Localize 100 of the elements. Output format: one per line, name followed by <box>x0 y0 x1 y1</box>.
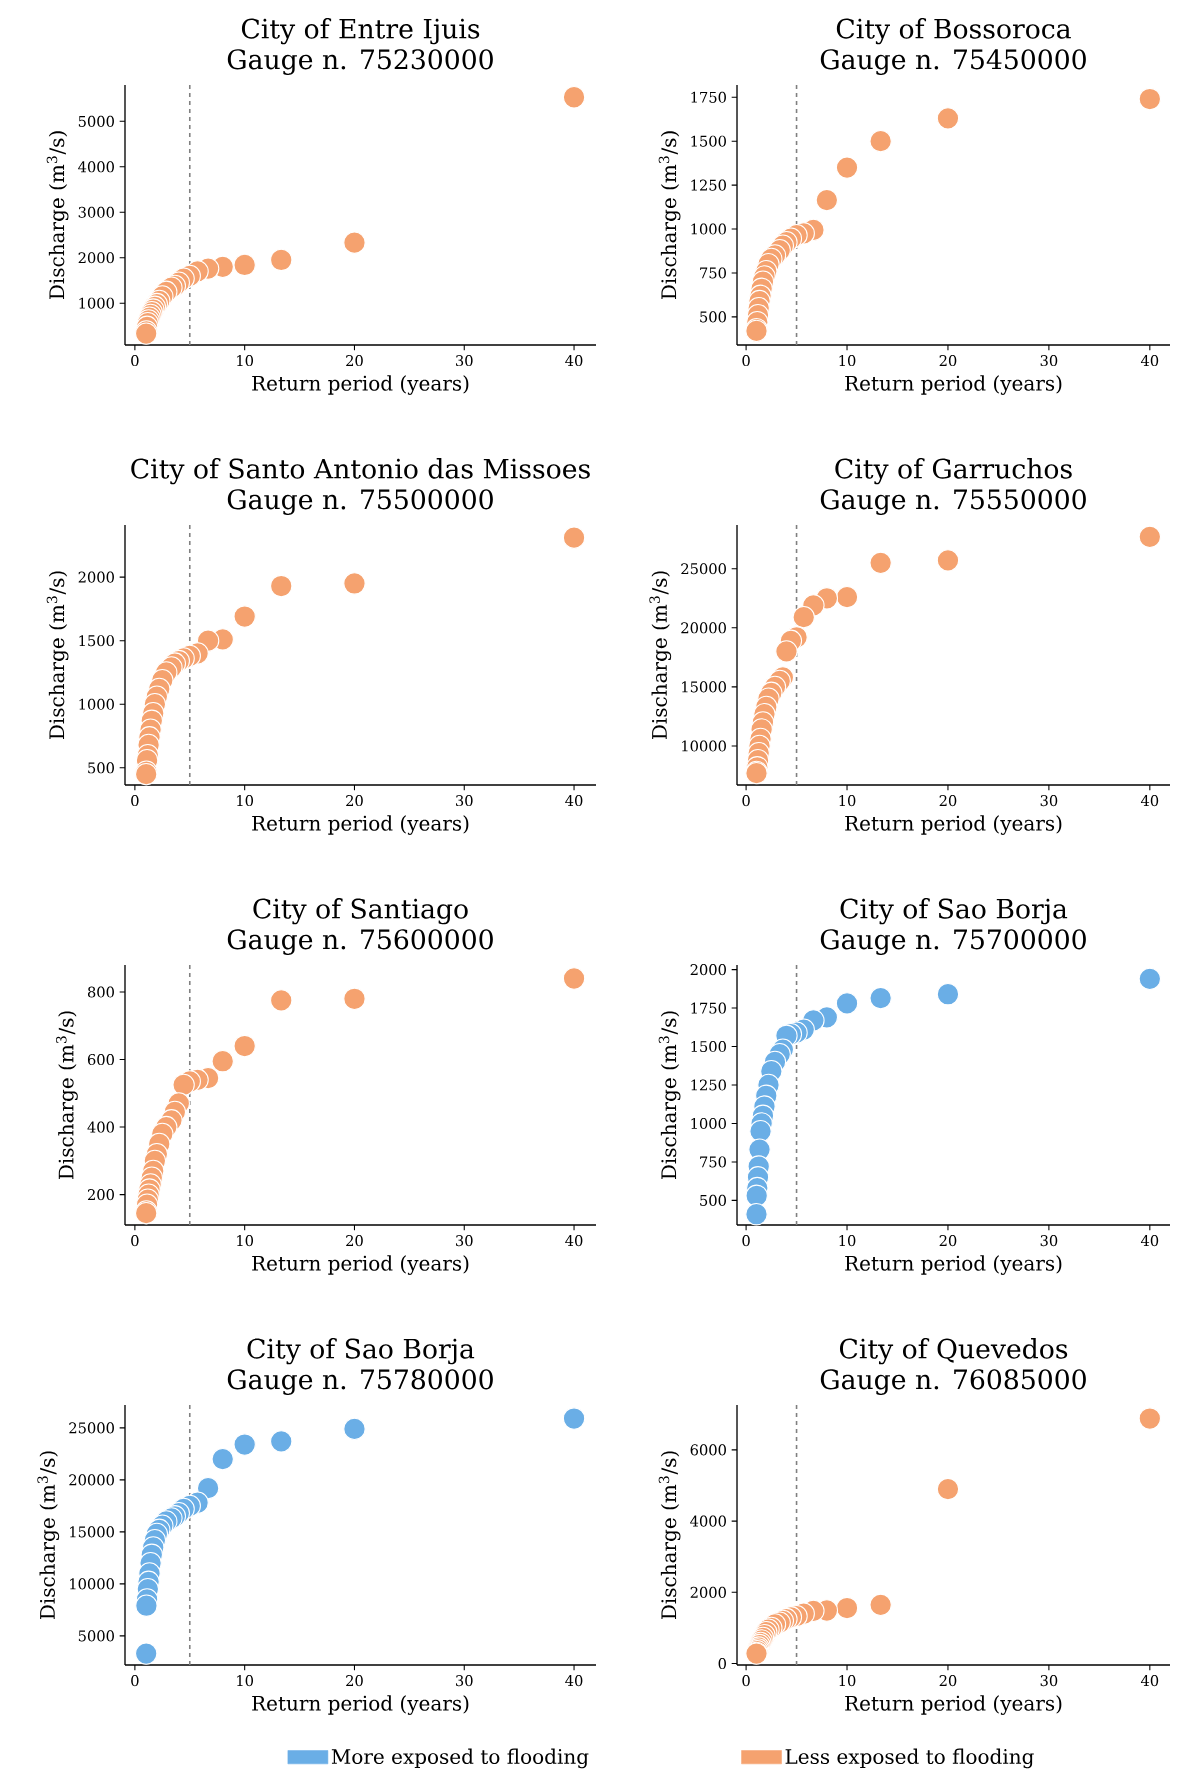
legend-label: More exposed to flooding <box>331 1748 589 1769</box>
x-axis-title: Return period (years) <box>252 815 469 835</box>
x-tick-label: 40 <box>1140 795 1159 807</box>
x-tick-label: 10 <box>839 355 856 367</box>
y-tick-label: 10000 <box>70 1578 114 1590</box>
y-axis-title: Discharge (m$^{3}$/s) <box>658 131 681 300</box>
chart-title: City of Sao Borja <box>247 1338 475 1365</box>
y-tick-label: 500 <box>700 311 726 323</box>
y-tick-label: 6000 <box>690 1444 726 1456</box>
point <box>343 987 366 1010</box>
point <box>869 986 892 1010</box>
x-tick-label: 10 <box>237 1235 254 1247</box>
point <box>1138 525 1162 549</box>
chart-subtitle: Gauge n. 75780000 <box>227 1369 493 1395</box>
point <box>135 1594 158 1617</box>
y-tick-label: 1250 <box>691 179 726 191</box>
point <box>562 1407 586 1430</box>
chart-subtitle: Gauge n. 75600000 <box>227 929 493 955</box>
point <box>172 1073 195 1097</box>
chart-title: City of Garruchos <box>835 458 1072 485</box>
x-tick-label: 10 <box>839 795 856 807</box>
x-tick-label: 30 <box>456 1235 473 1247</box>
y-tick-label: 1750 <box>691 91 726 103</box>
x-tick-label: 30 <box>1040 1675 1058 1687</box>
y-tick-label: 1500 <box>79 635 114 647</box>
point <box>1138 967 1162 991</box>
x-axis-title: Return period (years) <box>845 815 1062 835</box>
y-axis-title: Discharge (m$^{3}$/s) <box>658 1011 681 1180</box>
y-axis-title: Discharge (m$^{3}$/s) <box>37 1451 60 1620</box>
x-tick-label: 20 <box>939 795 957 807</box>
x-tick-label: 0 <box>742 1235 750 1247</box>
point <box>835 156 859 179</box>
x-tick-label: 40 <box>1140 355 1159 367</box>
point <box>745 1184 768 1207</box>
y-tick-label: 25000 <box>69 1422 114 1434</box>
x-tick-label: 30 <box>1040 795 1058 807</box>
x-tick-label: 0 <box>742 355 750 367</box>
y-tick-label: 800 <box>87 986 114 998</box>
y-tick-label: 5000 <box>78 1630 114 1642</box>
x-tick-label: 30 <box>456 355 473 367</box>
x-tick-label: 20 <box>346 1235 363 1247</box>
point <box>936 983 960 1006</box>
chart-title: City of Santiago <box>253 898 468 925</box>
x-tick-label: 0 <box>742 1675 750 1687</box>
point <box>936 107 960 130</box>
x-tick-label: 40 <box>565 795 583 807</box>
point <box>562 967 586 990</box>
x-tick-label: 0 <box>131 1675 139 1687</box>
point <box>792 605 815 629</box>
y-tick-label: 25000 <box>681 563 726 575</box>
y-tick-label: 1500 <box>691 135 726 147</box>
y-tick-label: 10000 <box>682 740 726 752</box>
point <box>936 549 960 572</box>
point <box>562 86 586 109</box>
point <box>936 1477 960 1501</box>
point <box>835 992 859 1015</box>
y-tick-label: 5000 <box>78 115 114 127</box>
point <box>745 1203 768 1226</box>
x-tick-label: 20 <box>346 1675 363 1687</box>
chart-subtitle: Gauge n. 76085000 <box>820 1369 1086 1395</box>
y-tick-label: 4000 <box>78 161 114 173</box>
y-tick-label: 15000 <box>682 681 726 693</box>
point <box>869 1593 892 1617</box>
y-tick-label: 400 <box>87 1121 114 1133</box>
y-tick-label: 1750 <box>691 1002 726 1014</box>
point <box>343 572 366 595</box>
x-tick-label: 10 <box>237 1675 254 1687</box>
y-tick-label: 2000 <box>690 964 726 976</box>
x-tick-label: 10 <box>237 795 254 807</box>
y-tick-label: 200 <box>87 1189 114 1201</box>
x-axis-title: Return period (years) <box>252 1695 469 1715</box>
x-tick-label: 20 <box>346 355 363 367</box>
y-axis-title: Discharge (m$^{3}$/s) <box>46 571 69 740</box>
y-tick-label: 3000 <box>78 206 114 218</box>
point <box>196 1476 220 1500</box>
x-tick-label: 0 <box>131 1235 139 1247</box>
x-tick-label: 20 <box>939 355 957 367</box>
y-tick-label: 2000 <box>78 571 114 583</box>
point <box>233 1433 256 1456</box>
x-tick-label: 0 <box>131 355 139 367</box>
x-axis-title: Return period (years) <box>845 375 1062 395</box>
x-tick-label: 0 <box>131 795 139 807</box>
x-tick-label: 40 <box>565 1235 583 1247</box>
point <box>343 1417 366 1441</box>
chart-subtitle: Gauge n. 75500000 <box>227 489 493 515</box>
x-axis-title: Return period (years) <box>252 375 469 395</box>
chart-subtitle: Gauge n. 75550000 <box>820 489 1086 515</box>
chart-title: City of Entre Ijuis <box>241 18 480 45</box>
chart-subtitle: Gauge n. 75230000 <box>227 49 493 75</box>
legend-label: Less exposed to flooding <box>785 1748 1034 1769</box>
point <box>869 551 892 575</box>
point <box>270 989 293 1012</box>
x-tick-label: 20 <box>939 1675 957 1687</box>
y-tick-label: 1250 <box>691 1079 726 1091</box>
point <box>869 129 892 153</box>
point <box>211 1050 234 1073</box>
x-tick-label: 10 <box>839 1675 856 1687</box>
x-tick-label: 30 <box>456 795 473 807</box>
y-tick-label: 500 <box>700 1194 726 1206</box>
y-tick-label: 4000 <box>690 1515 726 1527</box>
